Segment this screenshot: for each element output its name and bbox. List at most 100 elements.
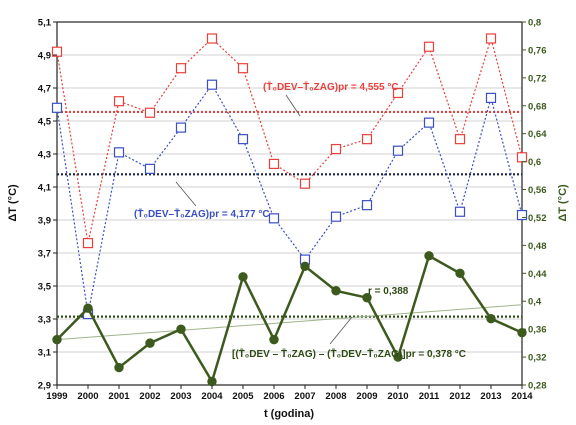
- x-axis: 1999 2000 2001 2002 2003 2004 2005 2006 2007 2008…: [46, 385, 533, 402]
- left-tick-label: 2,9: [38, 381, 51, 392]
- x-tick-label: 2008: [325, 391, 346, 402]
- series-3-marker: [176, 324, 186, 334]
- series-3-marker: [145, 338, 155, 348]
- series-1-marker: [361, 134, 373, 145]
- series-1-marker: [82, 238, 94, 249]
- left-tick-label: 4,3: [38, 150, 51, 161]
- left-tick-label: 3,1: [38, 348, 52, 359]
- series-1-marker: [330, 143, 342, 155]
- left-axis-title: ΔT (°C): [7, 184, 19, 222]
- right-tick-label: 0,8: [528, 18, 541, 29]
- left-tick-label: 5,1: [38, 18, 52, 29]
- x-tick-label: 2010: [387, 391, 408, 402]
- left-tick-label: 3,5: [38, 282, 52, 293]
- series-3-marker: [455, 268, 465, 279]
- right-tick-label: 0,76: [528, 45, 547, 56]
- right-tick-label: 0,72: [528, 73, 547, 84]
- x-tick-label: 2003: [170, 391, 191, 402]
- series-3-marker: [269, 334, 279, 345]
- series-1-marker: [299, 178, 311, 189]
- series-2-marker: [330, 211, 342, 222]
- series-1-line: [56, 36, 523, 244]
- x-tick-label: 2000: [77, 391, 98, 402]
- series-layer: [51, 33, 528, 387]
- series-2-marker: [516, 209, 528, 221]
- series-3-marker: [52, 334, 62, 345]
- annotation-red-mean: (T̄₀DEV–T̄₀ZAG)pr = 4,555 °C: [263, 81, 399, 93]
- series-3-marker: [424, 251, 434, 261]
- left-tick-label: 3,9: [38, 216, 51, 227]
- x-tick-label: 2011: [419, 391, 440, 402]
- series-1-marker: [113, 96, 125, 107]
- series-1-marker: [516, 152, 528, 163]
- right-tick-label: 0,56: [528, 185, 547, 196]
- series-1-marker: [454, 134, 466, 145]
- annotation-pointer-red: [285, 94, 301, 117]
- right-axis-title: ΔT (°C): [557, 184, 569, 222]
- right-tick-label: 0,28: [528, 381, 547, 392]
- series-1-marker: [485, 33, 497, 44]
- series-2-marker: [361, 200, 373, 211]
- series-2-marker: [175, 122, 187, 133]
- right-tick-label: 0,52: [528, 213, 547, 224]
- series-1-marker: [392, 87, 404, 99]
- right-tick-label: 0,48: [528, 241, 547, 252]
- left-axis: 2,9 3,1 3,3 3,5 3,7 3,9 4,1 4,3 4,5 4,7 4,9 5,1: [38, 18, 57, 392]
- series-3-marker: [486, 313, 496, 324]
- series-1-marker: [51, 46, 63, 57]
- left-tick-label: 4,9: [38, 51, 51, 62]
- series-2-marker: [423, 117, 435, 128]
- series-1-marker: [237, 63, 249, 74]
- right-tick-label: 0,36: [528, 325, 547, 336]
- right-tick-label: 0,44: [528, 269, 547, 280]
- left-tick-label: 3,7: [38, 249, 51, 260]
- x-tick-label: 2005: [232, 391, 254, 402]
- series-3-marker: [517, 327, 527, 338]
- right-axis: 0,28 0,32 0,36 0,4 0,44 0,48 0,52 0,56 0,6 0,64 0,…: [522, 18, 547, 392]
- series-1-marker: [206, 33, 218, 44]
- series-2-marker: [237, 134, 249, 145]
- annotation-r-value: r = 0,388: [368, 286, 409, 297]
- series-3-marker: [300, 261, 310, 272]
- left-tick-label: 4,5: [38, 117, 52, 128]
- series-2-marker: [51, 102, 63, 113]
- right-tick-label: 0,4: [528, 297, 542, 308]
- series-2-marker: [144, 163, 156, 174]
- series-1-marker: [144, 107, 156, 118]
- series-3-marker: [331, 286, 341, 296]
- x-tick-label: 2012: [449, 391, 470, 402]
- x-tick-label: 2009: [356, 391, 377, 402]
- x-tick-label: 2014: [511, 391, 533, 402]
- series-3-marker: [114, 362, 124, 373]
- x-tick-label: 1999: [46, 391, 67, 402]
- x-axis-title: t (godina): [264, 408, 314, 420]
- series-3-marker: [362, 293, 372, 303]
- left-tick-label: 4,1: [38, 183, 52, 194]
- annotation-blue-mean: (T̄₀DEV–T̄₀ZAG)pr = 4,177 °C: [134, 208, 270, 220]
- series-2-line: [56, 83, 523, 315]
- x-tick-label: 2006: [263, 391, 284, 402]
- plot-frame: [56, 21, 523, 386]
- series-3-marker: [207, 376, 217, 387]
- right-tick-label: 0,6: [528, 157, 541, 168]
- left-tick-label: 4,7: [38, 84, 51, 95]
- series-2-marker: [485, 92, 497, 104]
- left-tick-label: 3,3: [38, 315, 51, 326]
- x-tick-label: 2002: [139, 391, 160, 402]
- right-tick-label: 0,32: [528, 353, 547, 364]
- series-2-marker: [454, 206, 466, 217]
- series-3-marker: [83, 303, 93, 313]
- annotation-pointer-green: [329, 316, 353, 345]
- x-tick-label: 2001: [108, 391, 130, 402]
- trend-line: [56, 304, 523, 341]
- series-2-marker: [268, 213, 280, 224]
- series-1-marker: [423, 41, 435, 52]
- series-3-marker: [393, 352, 403, 362]
- annotation-pointer-blue: [175, 181, 197, 207]
- mean-lines: [57, 110, 522, 318]
- x-tick-label: 2004: [201, 391, 223, 402]
- x-tick-label: 2007: [294, 391, 315, 402]
- series-2-marker: [113, 147, 125, 158]
- right-tick-label: 0,68: [528, 101, 547, 112]
- series-2-marker: [206, 79, 218, 90]
